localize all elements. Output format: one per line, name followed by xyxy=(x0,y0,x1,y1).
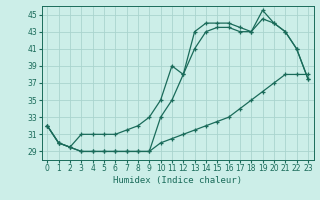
X-axis label: Humidex (Indice chaleur): Humidex (Indice chaleur) xyxy=(113,176,242,185)
